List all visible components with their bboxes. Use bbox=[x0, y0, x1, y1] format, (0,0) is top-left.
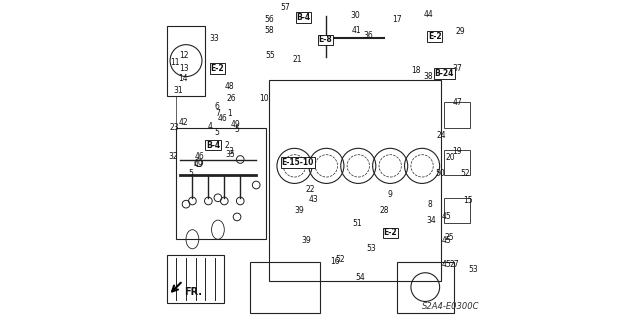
Text: 5: 5 bbox=[235, 125, 239, 134]
Text: 45: 45 bbox=[442, 212, 452, 221]
Text: 19: 19 bbox=[452, 147, 462, 156]
Text: 8: 8 bbox=[428, 200, 433, 209]
Text: 49: 49 bbox=[230, 120, 241, 129]
Text: 29: 29 bbox=[456, 27, 465, 36]
Text: 24: 24 bbox=[436, 131, 446, 140]
Text: 56: 56 bbox=[265, 15, 275, 24]
Text: B-4: B-4 bbox=[206, 141, 220, 150]
Text: 39: 39 bbox=[294, 206, 304, 215]
Text: 53: 53 bbox=[468, 265, 478, 274]
Text: 23: 23 bbox=[169, 123, 179, 132]
Text: 12: 12 bbox=[180, 51, 189, 60]
Text: 43: 43 bbox=[308, 195, 319, 204]
Text: 4: 4 bbox=[207, 122, 212, 130]
Text: 5: 5 bbox=[214, 128, 219, 137]
Text: 18: 18 bbox=[411, 66, 420, 75]
Text: 30: 30 bbox=[351, 11, 360, 20]
Text: 22: 22 bbox=[305, 185, 314, 194]
Text: 17: 17 bbox=[392, 15, 401, 24]
Text: 11: 11 bbox=[170, 58, 180, 67]
Text: 52: 52 bbox=[335, 256, 344, 264]
Text: 28: 28 bbox=[379, 206, 388, 215]
Text: 3: 3 bbox=[229, 147, 234, 156]
Text: 49: 49 bbox=[194, 160, 204, 169]
Text: 53: 53 bbox=[366, 244, 376, 253]
Text: B-4: B-4 bbox=[296, 13, 310, 22]
Text: 31: 31 bbox=[174, 86, 184, 95]
Text: 55: 55 bbox=[266, 51, 275, 60]
Text: 44: 44 bbox=[424, 10, 433, 19]
Text: 21: 21 bbox=[293, 55, 303, 63]
Text: 7: 7 bbox=[215, 109, 220, 118]
Text: 20: 20 bbox=[446, 153, 456, 162]
Text: 26: 26 bbox=[227, 94, 236, 103]
Text: 51: 51 bbox=[352, 219, 362, 228]
Text: 33: 33 bbox=[209, 34, 219, 43]
Text: 54: 54 bbox=[355, 273, 365, 282]
Text: 1: 1 bbox=[227, 109, 232, 118]
Text: E-2: E-2 bbox=[428, 32, 442, 41]
Text: 25: 25 bbox=[444, 233, 454, 242]
Text: 46: 46 bbox=[218, 114, 228, 122]
Text: E-2: E-2 bbox=[211, 64, 224, 73]
Text: 32: 32 bbox=[168, 152, 178, 161]
Text: 39: 39 bbox=[301, 236, 312, 245]
Text: 34: 34 bbox=[426, 216, 436, 225]
Text: 35: 35 bbox=[226, 150, 236, 159]
Text: 2: 2 bbox=[225, 141, 229, 150]
Text: S2A4-E0300C: S2A4-E0300C bbox=[422, 302, 479, 311]
Text: 37: 37 bbox=[452, 64, 462, 73]
Text: 47: 47 bbox=[452, 98, 462, 107]
Text: 16: 16 bbox=[330, 257, 340, 266]
Text: B-24: B-24 bbox=[435, 69, 454, 78]
Text: 48: 48 bbox=[224, 82, 234, 91]
Text: 50: 50 bbox=[435, 169, 445, 178]
Text: 58: 58 bbox=[265, 26, 275, 35]
Text: 14: 14 bbox=[179, 74, 188, 83]
Text: E-2: E-2 bbox=[383, 228, 397, 237]
Text: 41: 41 bbox=[351, 26, 361, 35]
Text: 57: 57 bbox=[280, 4, 290, 12]
Text: 27: 27 bbox=[449, 260, 459, 269]
Text: FR.: FR. bbox=[184, 287, 202, 297]
Text: 10: 10 bbox=[259, 94, 269, 103]
Text: 42: 42 bbox=[179, 118, 188, 127]
Text: 9: 9 bbox=[388, 190, 392, 199]
Text: 6: 6 bbox=[215, 102, 220, 111]
Text: 46: 46 bbox=[195, 152, 204, 161]
Text: 13: 13 bbox=[180, 64, 189, 73]
Text: 52: 52 bbox=[460, 169, 470, 178]
Text: 45: 45 bbox=[442, 260, 452, 269]
Text: 38: 38 bbox=[424, 72, 433, 81]
Text: E-8: E-8 bbox=[319, 35, 332, 44]
Text: 5: 5 bbox=[188, 169, 193, 178]
Text: E-15-10: E-15-10 bbox=[282, 158, 314, 167]
Text: 36: 36 bbox=[363, 31, 372, 40]
Text: 15: 15 bbox=[463, 197, 473, 205]
Text: 45: 45 bbox=[442, 236, 452, 245]
